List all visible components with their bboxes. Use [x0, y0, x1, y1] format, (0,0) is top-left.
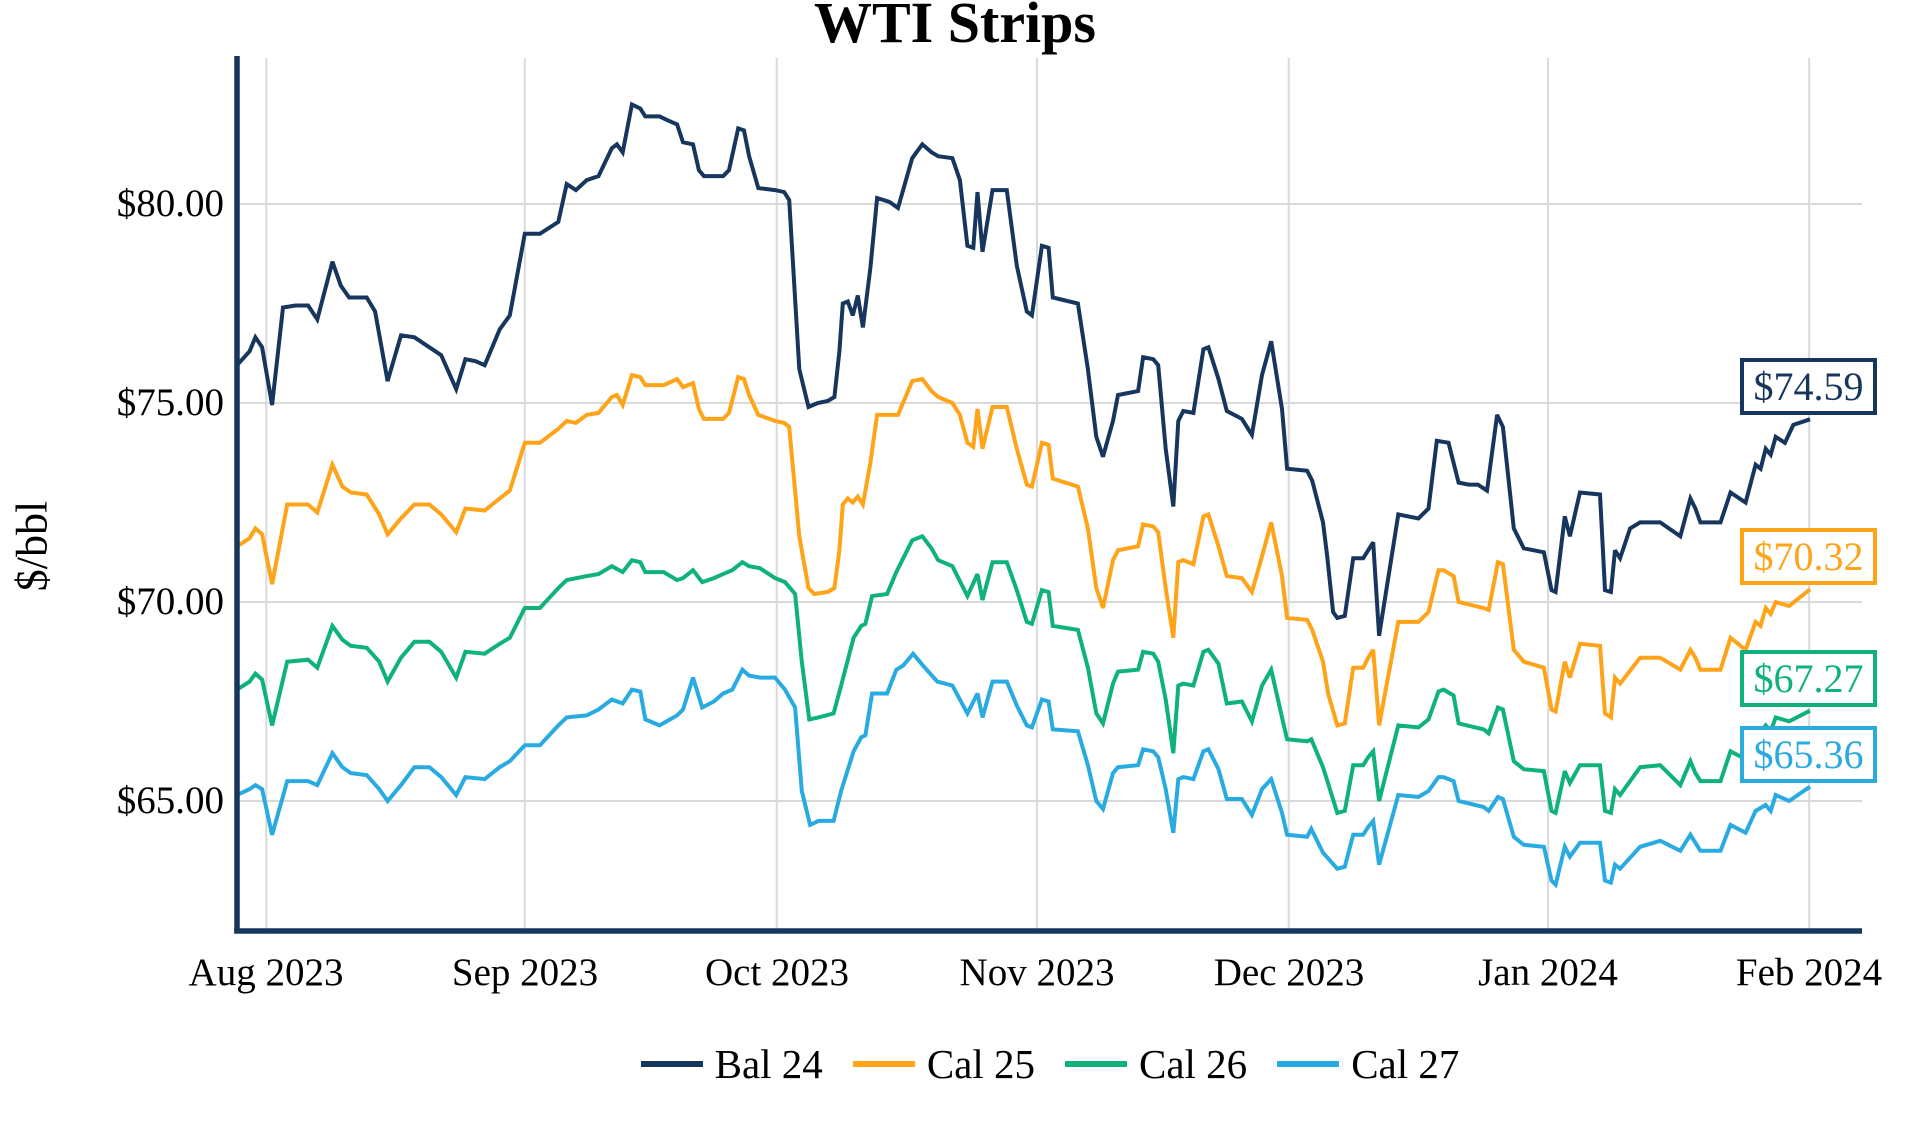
legend-item-bal-24: Bal 24 [640, 1040, 823, 1088]
legend-item-cal-27: Cal 27 [1277, 1040, 1459, 1088]
x-tick-label-feb-2024: Feb 2024 [1735, 951, 1883, 994]
legend-label-cal-25: Cal 25 [926, 1041, 1035, 1087]
x-tick-label-jan-2024: Jan 2024 [1478, 951, 1618, 994]
series-line-bal-24 [235, 101, 1811, 637]
x-tick-label-sep-2023: Sep 2023 [451, 951, 599, 994]
legend-item-cal-25: Cal 25 [852, 1040, 1035, 1088]
y-tick-label-75: $75.00 [116, 381, 224, 424]
end-label-cal-27: $65.36 [1740, 726, 1877, 783]
y-tick-label-65: $65.00 [116, 779, 224, 822]
chart-title: WTI Strips [813, 0, 1096, 55]
legend-swatch-bal-24 [640, 1061, 703, 1067]
y-axis-title: $/bbl [7, 500, 57, 592]
legend: Bal 24 Cal 25 Cal 26 Cal 27 [180, 1038, 1920, 1090]
legend-label-cal-27: Cal 27 [1351, 1041, 1460, 1087]
series-line-cal-26 [235, 533, 1811, 816]
series-line-cal-25 [235, 372, 1812, 728]
x-tick-label-aug-2023: Aug 2023 [188, 951, 344, 994]
end-label-cal-26: $67.27 [1740, 650, 1877, 707]
legend-item-cal-26: Cal 26 [1065, 1040, 1247, 1088]
y-tick-label-80: $80.00 [116, 182, 224, 225]
y-tick-label-70: $70.00 [116, 580, 224, 623]
end-label-cal-25: $70.32 [1740, 528, 1877, 585]
x-tick-label-dec-2023: Dec 2023 [1213, 951, 1365, 994]
x-tick-label-oct-2023: Oct 2023 [704, 951, 850, 994]
x-tick-label-nov-2023: Nov 2023 [959, 951, 1115, 994]
legend-label-cal-26: Cal 26 [1139, 1041, 1248, 1087]
legend-swatch-cal-25 [852, 1061, 915, 1067]
series-line-cal-27 [236, 650, 1812, 889]
end-label-bal-24: $74.59 [1740, 358, 1877, 415]
legend-label-bal-24: Bal 24 [714, 1041, 823, 1087]
legend-swatch-cal-26 [1065, 1061, 1127, 1067]
legend-swatch-cal-27 [1277, 1061, 1340, 1067]
